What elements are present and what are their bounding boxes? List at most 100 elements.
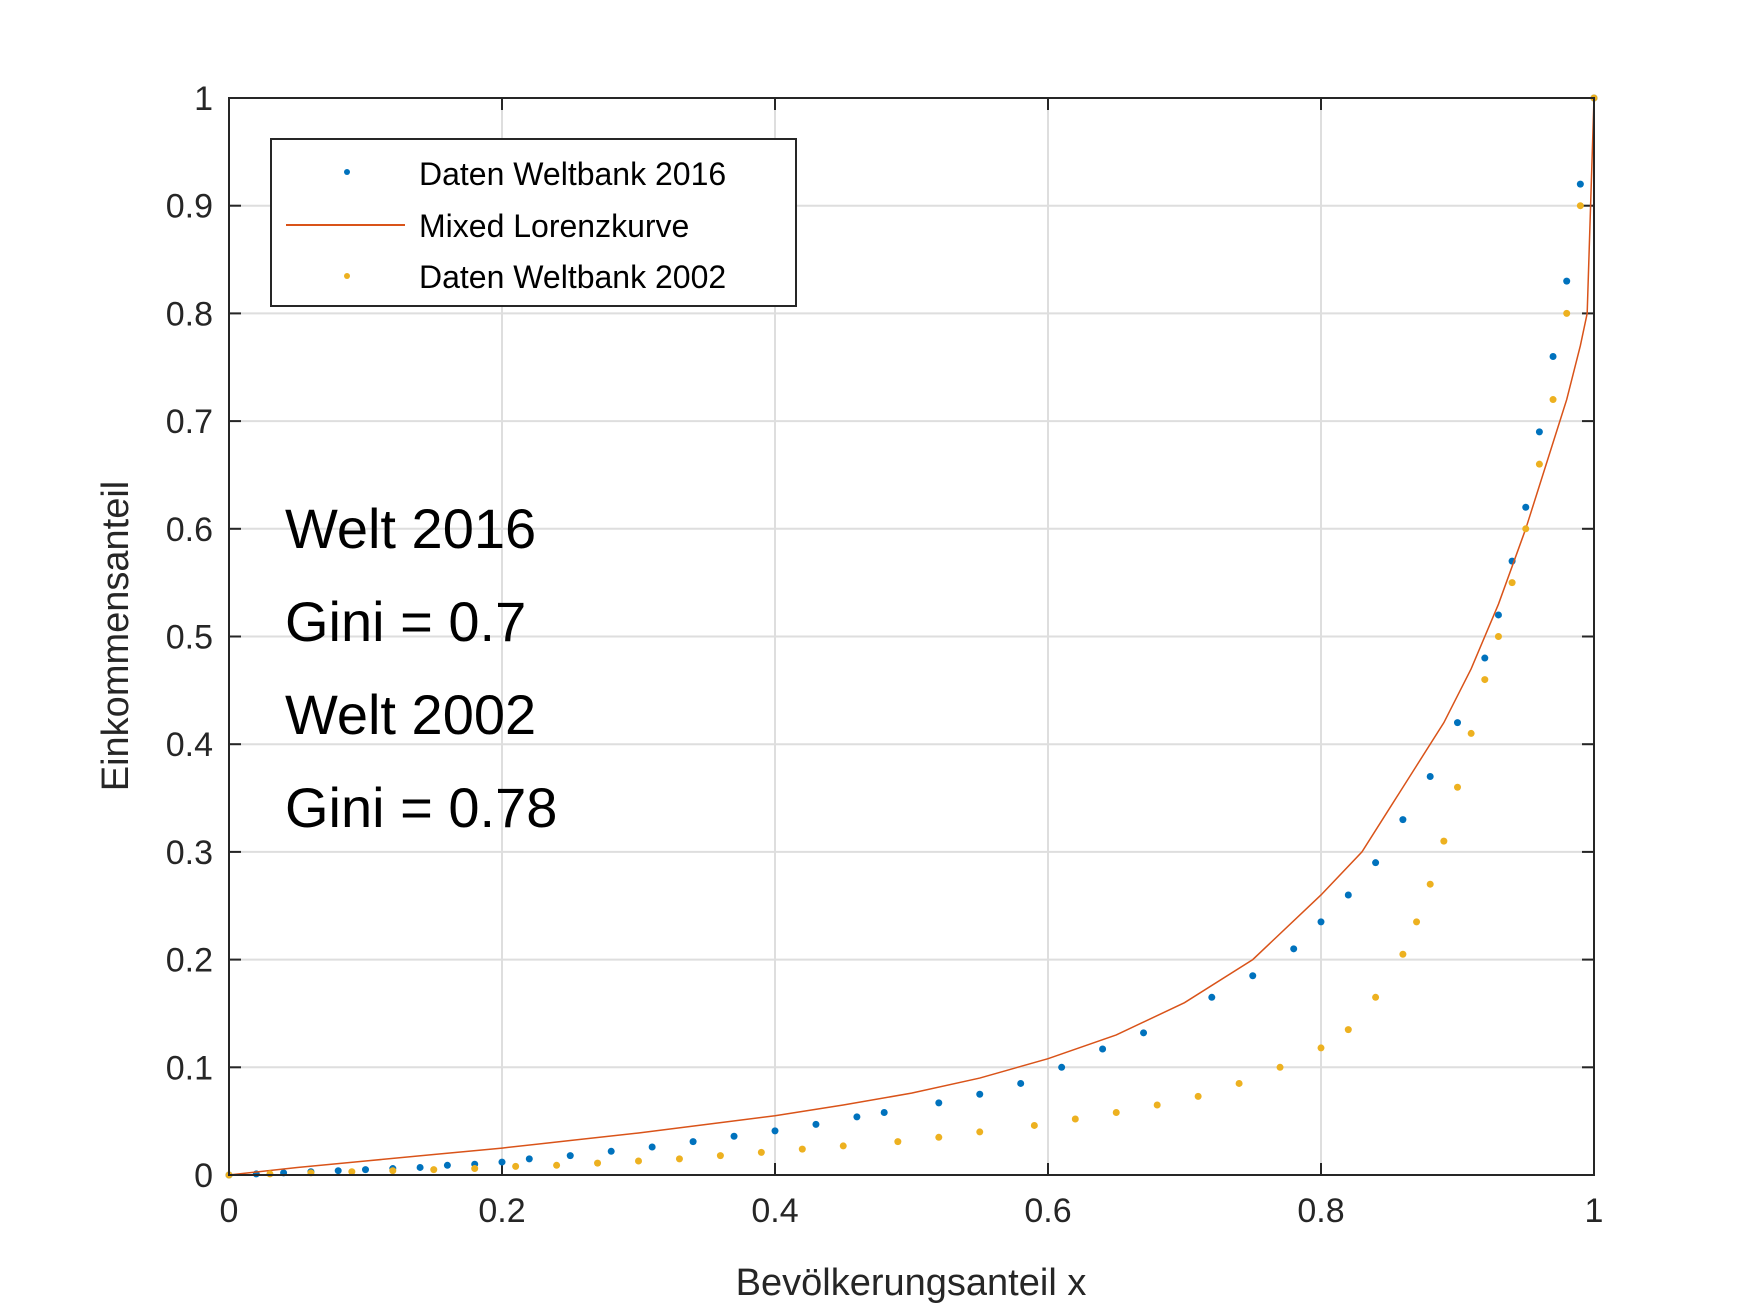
- data-point: [812, 1120, 820, 1128]
- data-point: [1399, 950, 1407, 958]
- plot-frame: [228, 97, 1595, 1176]
- x-tick-label: 1: [1585, 1192, 1604, 1230]
- data-point: [416, 1163, 424, 1171]
- data-point: [498, 1158, 506, 1166]
- data-point: [1576, 180, 1584, 188]
- data-point: [1344, 1026, 1352, 1034]
- data-point: [1481, 676, 1489, 684]
- data-point: [607, 1147, 615, 1155]
- data-point: [1563, 309, 1571, 317]
- data-point: [730, 1132, 738, 1140]
- data-point: [1522, 503, 1530, 511]
- data-point: [1344, 891, 1352, 899]
- data-point: [1426, 773, 1434, 781]
- data-point: [839, 1142, 847, 1150]
- y-tick-label: 0.8: [166, 295, 213, 333]
- data-point: [1290, 945, 1298, 953]
- legend-label-2016: Daten Weltbank 2016: [419, 156, 726, 192]
- data-point: [1194, 1092, 1202, 1100]
- legend-label-2002: Daten Weltbank 2002: [419, 259, 726, 295]
- legend: Daten Weltbank 2016 Mixed Lorenzkurve Da…: [270, 138, 797, 307]
- y-tick-label: 0: [194, 1157, 213, 1195]
- data-point: [894, 1138, 902, 1146]
- data-point: [675, 1155, 683, 1163]
- data-point: [1317, 1044, 1325, 1052]
- y-tick-label: 0.5: [166, 619, 213, 657]
- data-point: [525, 1155, 533, 1163]
- data-point: [362, 1166, 369, 1174]
- annotations: Welt 2016 Gini = 0.7 Welt 2002 Gini = 0.…: [285, 497, 557, 839]
- data-point: [1235, 1079, 1243, 1087]
- data-point: [1017, 1079, 1025, 1087]
- annotation-gini-2002: Gini = 0.78: [285, 776, 557, 839]
- annotation-welt-2002: Welt 2002: [285, 683, 536, 746]
- data-point: [1440, 837, 1448, 845]
- data-point: [1454, 783, 1461, 791]
- y-tick-label: 1: [194, 80, 213, 118]
- data-point: [1276, 1063, 1284, 1071]
- y-tick-label: 0.2: [166, 942, 213, 980]
- data-point: [1058, 1063, 1066, 1071]
- data-point: [266, 1170, 274, 1178]
- y-tick-label: 0.3: [166, 834, 213, 872]
- data-point: [648, 1143, 656, 1151]
- data-point: [935, 1133, 943, 1141]
- data-point: [553, 1161, 561, 1169]
- data-point: [1140, 1029, 1148, 1037]
- data-point: [880, 1109, 888, 1117]
- x-tick-labels: 0 0.2 0.4 0.6 0.8 1: [220, 1192, 1604, 1230]
- x-tick-label: 0.2: [478, 1192, 525, 1230]
- y-tick-label: 0.6: [166, 511, 213, 549]
- data-point: [1099, 1045, 1107, 1053]
- data-point: [594, 1159, 602, 1167]
- x-tick-label: 0.4: [751, 1192, 798, 1230]
- data-point: [430, 1166, 438, 1174]
- x-tick-label: 0: [220, 1192, 239, 1230]
- data-point: [976, 1090, 984, 1098]
- data-point: [1426, 880, 1434, 888]
- data-point: [1481, 654, 1489, 662]
- data-point: [1112, 1109, 1120, 1117]
- data-point: [512, 1162, 520, 1170]
- data-point: [1494, 633, 1502, 640]
- series-mixed-lorenzkurve: [228, 97, 1595, 1176]
- data-point: [1317, 918, 1325, 926]
- data-point: [1030, 1121, 1038, 1129]
- data-point: [1535, 428, 1543, 436]
- data-point: [689, 1138, 697, 1146]
- data-point: [1372, 993, 1380, 1001]
- data-point: [1549, 396, 1557, 404]
- data-point: [1208, 993, 1216, 1001]
- data-point: [443, 1161, 451, 1169]
- data-point: [798, 1145, 806, 1153]
- data-point: [1563, 277, 1571, 285]
- data-point: [1372, 859, 1380, 867]
- annotation-gini-2016: Gini = 0.7: [285, 590, 526, 653]
- y-tick-label: 0.9: [166, 188, 213, 226]
- data-point: [1467, 729, 1475, 737]
- data-point: [716, 1152, 724, 1160]
- data-point: [566, 1152, 574, 1160]
- annotation-welt-2016: Welt 2016: [285, 497, 536, 560]
- y-tick-labels: 0 0.1 0.2 0.3 0.4 0.5 0.6 0.7 0.8 0.9 1: [166, 80, 213, 1195]
- series-daten-weltbank-2002: [225, 94, 1598, 1179]
- series-daten-weltbank-2016: [225, 94, 1598, 1179]
- data-point: [1535, 460, 1543, 468]
- legend-marker-2016: [344, 169, 350, 175]
- data-point: [771, 1127, 779, 1135]
- data-point: [853, 1113, 861, 1121]
- data-point: [1522, 525, 1530, 533]
- legend-marker-2002: [344, 273, 350, 279]
- x-axis-label: Bevölkerungsanteil x: [736, 1262, 1087, 1304]
- y-tick-label: 0.7: [166, 403, 213, 441]
- data-point: [1153, 1101, 1161, 1109]
- data-point: [1494, 611, 1502, 619]
- data-point: [471, 1165, 479, 1173]
- data-point: [1413, 918, 1421, 926]
- legend-label-lorenz: Mixed Lorenzkurve: [419, 208, 689, 244]
- data-point: [635, 1157, 642, 1165]
- data-point: [1071, 1115, 1079, 1123]
- legend-box: [270, 138, 797, 307]
- data-point: [1576, 202, 1584, 210]
